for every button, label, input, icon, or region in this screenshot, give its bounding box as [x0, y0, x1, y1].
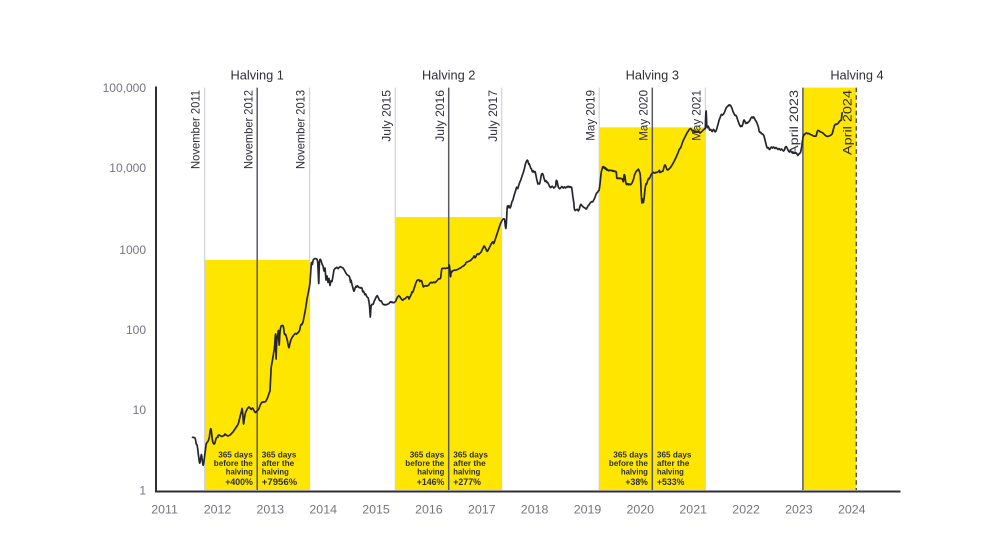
svg-text:May 2021: May 2021 — [690, 90, 704, 141]
svg-text:100,000: 100,000 — [103, 81, 147, 95]
svg-text:Halving 4: Halving 4 — [830, 68, 883, 83]
svg-text:2020: 2020 — [627, 503, 655, 517]
svg-text:May 2019: May 2019 — [583, 90, 597, 141]
svg-text:2018: 2018 — [521, 503, 549, 517]
svg-text:+277%: +277% — [453, 477, 481, 488]
svg-text:+146%: +146% — [417, 477, 445, 488]
svg-text:November 2011: November 2011 — [189, 90, 203, 169]
svg-text:April 2023: April 2023 — [787, 90, 801, 155]
svg-text:2016: 2016 — [415, 503, 443, 517]
svg-text:2014: 2014 — [309, 503, 337, 517]
svg-text:Halving 2: Halving 2 — [422, 68, 475, 83]
svg-text:+38%: +38% — [625, 477, 648, 488]
svg-text:2021: 2021 — [679, 503, 707, 517]
svg-text:2023: 2023 — [785, 503, 813, 517]
svg-text:+400%: +400% — [225, 477, 253, 488]
svg-text:November 2013: November 2013 — [294, 90, 308, 169]
svg-text:2015: 2015 — [362, 503, 390, 517]
svg-text:2019: 2019 — [574, 503, 602, 517]
svg-text:2013: 2013 — [257, 503, 285, 517]
svg-text:May 2020: May 2020 — [636, 90, 650, 141]
svg-text:10,000: 10,000 — [109, 161, 146, 175]
svg-text:July 2015: July 2015 — [379, 90, 393, 142]
svg-text:July 2016: July 2016 — [433, 90, 447, 142]
svg-text:Halving 1: Halving 1 — [231, 68, 284, 83]
svg-text:10: 10 — [133, 403, 147, 417]
svg-text:2011: 2011 — [151, 503, 178, 517]
svg-text:+7956%: +7956% — [262, 477, 298, 488]
svg-text:2012: 2012 — [204, 503, 232, 517]
svg-text:Halving 3: Halving 3 — [626, 68, 679, 83]
svg-text:2024: 2024 — [838, 503, 866, 517]
svg-text:100: 100 — [126, 323, 146, 337]
svg-text:2022: 2022 — [732, 503, 760, 517]
svg-text:2017: 2017 — [468, 503, 496, 517]
svg-text:+533%: +533% — [657, 477, 685, 488]
svg-text:1000: 1000 — [119, 243, 146, 257]
svg-text:April 2024: April 2024 — [840, 90, 854, 155]
svg-text:1: 1 — [139, 483, 146, 497]
svg-text:July 2017: July 2017 — [486, 90, 500, 142]
svg-text:November 2012: November 2012 — [241, 90, 255, 169]
